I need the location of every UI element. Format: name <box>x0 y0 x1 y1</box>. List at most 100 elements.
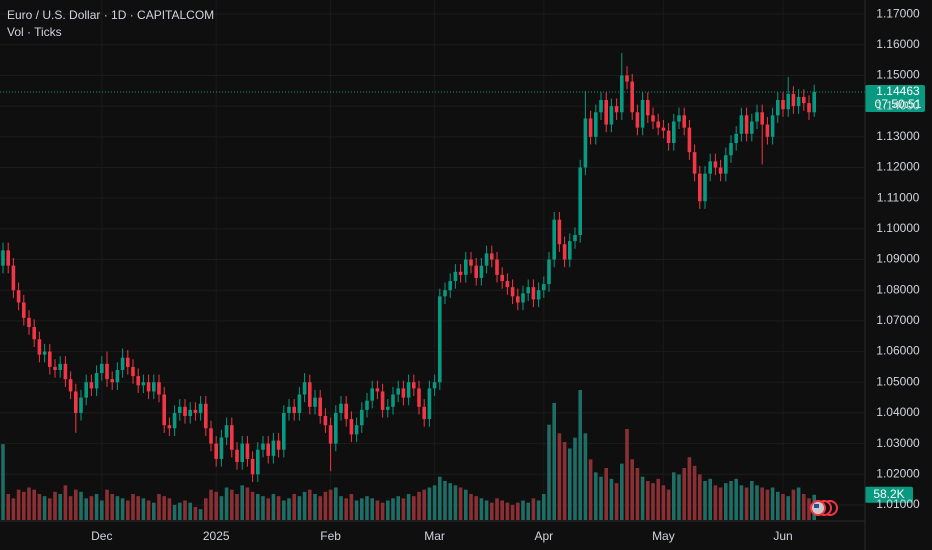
y-tick-label: 1.06000 <box>876 344 920 358</box>
candle-body <box>334 412 338 444</box>
volume-bar <box>562 442 567 520</box>
candle-body <box>583 118 588 168</box>
volume-bar <box>214 491 218 520</box>
candle-body <box>568 241 572 260</box>
volume-bar <box>474 496 478 520</box>
candle-body <box>344 403 348 420</box>
volume-bar <box>209 489 213 520</box>
candle-body <box>682 115 686 128</box>
candle-body <box>214 443 218 459</box>
volume-bar <box>630 459 634 520</box>
volume-bar <box>1 444 5 520</box>
candle-body <box>266 443 270 456</box>
volume-bar <box>120 498 125 520</box>
candle-body <box>27 317 31 328</box>
candle-body <box>677 115 681 122</box>
volume-bar <box>261 496 265 520</box>
candle-body <box>89 382 94 389</box>
candle-body <box>609 106 614 125</box>
candle-body <box>786 93 790 110</box>
candle-body <box>552 219 556 260</box>
candle-body <box>302 382 307 395</box>
candle-body <box>620 75 624 113</box>
volume-bar <box>438 476 442 520</box>
candle-body <box>703 173 707 202</box>
candle-body <box>386 406 390 410</box>
candle-body <box>599 100 603 113</box>
candle-body <box>672 121 676 143</box>
volume-bar <box>776 491 780 520</box>
candle-body <box>219 437 224 459</box>
candle-body <box>448 281 452 291</box>
volume-bar <box>412 496 416 520</box>
volume-bar <box>635 468 640 520</box>
volume-bar <box>282 500 286 520</box>
volume-bar <box>204 498 208 520</box>
volume-bar <box>162 496 166 520</box>
candle-body <box>68 379 73 392</box>
candle-body <box>22 302 26 318</box>
candle-body <box>63 363 68 380</box>
candle-body <box>235 449 239 463</box>
y-tick-label: 1.10000 <box>876 221 920 235</box>
volume-bar <box>760 487 764 520</box>
candle-body <box>807 103 811 113</box>
volume-bar <box>614 483 619 520</box>
candle-body <box>724 155 728 174</box>
candle-body <box>396 388 400 395</box>
candle-body <box>105 363 109 380</box>
volume-bar <box>370 498 374 520</box>
candle-body <box>6 250 10 266</box>
volume-bar <box>453 485 458 520</box>
volume-bar <box>136 496 140 520</box>
volume-bar <box>89 496 94 520</box>
candle-body <box>209 428 213 444</box>
volume-bar <box>687 457 692 520</box>
candle-body <box>339 403 343 413</box>
candle-body <box>391 394 395 407</box>
volume-bar <box>308 489 312 520</box>
candle-body <box>193 409 198 413</box>
candle-body <box>94 373 99 389</box>
volume-bar <box>531 498 536 520</box>
candle-body <box>224 425 229 438</box>
x-tick-label: Mar <box>424 529 445 543</box>
volume-bar <box>724 483 728 520</box>
candle-body <box>500 274 504 282</box>
volume-bar <box>292 494 296 520</box>
volume-bar <box>302 491 307 520</box>
candle-body <box>188 409 192 416</box>
volume-bar <box>646 481 650 520</box>
volume-label-box <box>865 486 913 503</box>
volume-bar <box>74 489 78 520</box>
x-tick-label: Dec <box>91 529 112 543</box>
volume-bar <box>770 487 775 520</box>
volume-bar <box>230 489 234 520</box>
volume-bar <box>354 500 359 520</box>
y-tick-label: 1.16000 <box>876 37 920 51</box>
volume-bar <box>245 487 250 520</box>
candle-body <box>588 118 593 137</box>
y-tick-label: 1.02000 <box>876 466 920 480</box>
volume-bar <box>682 468 686 520</box>
candle-body <box>245 443 250 459</box>
volume-bar <box>677 474 681 520</box>
candle-body <box>458 271 463 275</box>
volume-bar <box>734 478 738 520</box>
candle-body <box>812 91 816 113</box>
volume-bar <box>53 491 57 520</box>
volume-bar <box>651 483 655 520</box>
volume-bar <box>157 494 161 520</box>
candle-body <box>479 265 484 278</box>
candle-body <box>365 400 369 410</box>
volume-bar <box>744 487 749 520</box>
candle-body <box>297 394 302 413</box>
candle-body <box>469 259 473 266</box>
y-tick-label: 1.17000 <box>876 6 920 20</box>
volume-bar <box>224 487 229 520</box>
candle-body <box>412 382 416 389</box>
y-tick-label: 1.09000 <box>876 252 920 266</box>
volume-bar <box>42 496 47 520</box>
y-tick-label: 1.05000 <box>876 374 920 388</box>
volume-bar <box>219 496 224 520</box>
